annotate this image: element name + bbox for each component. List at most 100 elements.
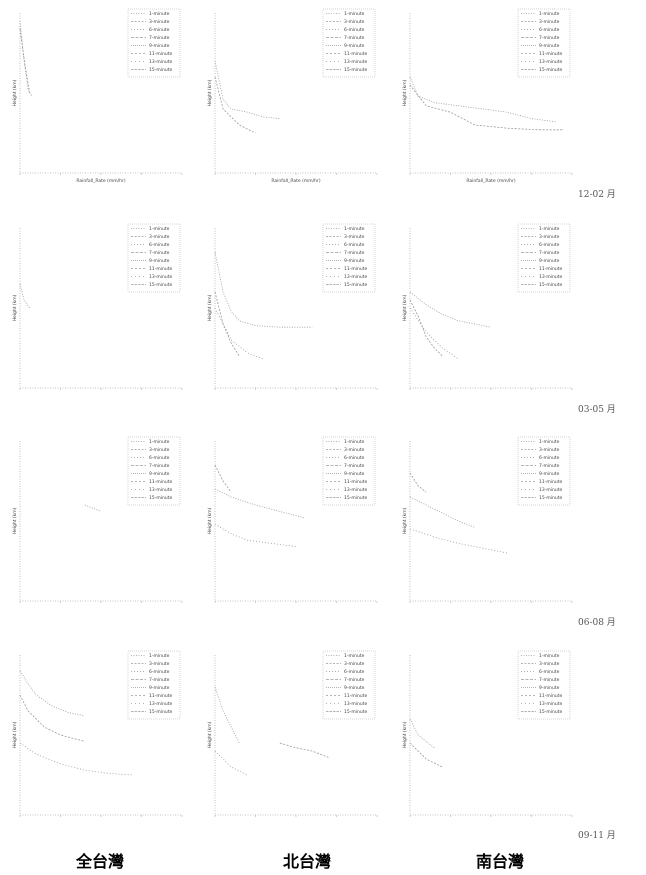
legend-entry: 11-minute — [344, 266, 367, 272]
series-line-6-minute — [409, 528, 508, 554]
legend-entry: 11-minute — [539, 266, 562, 272]
legend-entry: 7-minute — [344, 250, 365, 256]
legend-entry: 9-minute — [539, 258, 560, 264]
y-axis-label: Height (km) — [207, 294, 213, 321]
legend-box — [517, 650, 571, 720]
series-line-3-minute — [279, 742, 329, 758]
series-line-3-minute — [409, 742, 443, 768]
legend-box — [517, 436, 571, 506]
legend-entry: 6-minute — [149, 455, 170, 461]
series-line-1-minute — [214, 488, 305, 519]
legend-entry: 15-minute — [344, 495, 367, 501]
legend-entry: 13-minute — [539, 274, 562, 280]
legend-entry: 6-minute — [539, 669, 560, 675]
legend-entry: 13-minute — [344, 59, 367, 65]
legend-entry: 7-minute — [149, 250, 170, 256]
series-line-1-minute — [409, 76, 556, 123]
x-axis-label: Rainfall_Rate (mm/hr) — [466, 178, 515, 184]
series-line-1-minute — [19, 20, 33, 97]
y-axis-label: Height (km) — [12, 294, 18, 321]
legend-entry: 6-minute — [149, 669, 170, 675]
series-line-6-minute — [19, 742, 134, 776]
legend-entry: 3-minute — [149, 661, 170, 667]
legend-entry: 7-minute — [149, 35, 170, 41]
legend-entry: 6-minute — [344, 669, 365, 675]
legend-entry: 15-minute — [539, 67, 562, 73]
legend-entry: 7-minute — [344, 463, 365, 469]
series-line-3-minute — [214, 76, 256, 134]
y-axis-label: Height (km) — [207, 79, 213, 106]
legend-entry: 13-minute — [344, 487, 367, 493]
legend-box — [517, 223, 571, 293]
legend-entry: 7-minute — [149, 677, 170, 683]
y-axis-label: Height (km) — [402, 507, 408, 534]
series-line-1-minute — [214, 60, 280, 119]
legend-entry: 11-minute — [149, 479, 172, 485]
legend-entry: 3-minute — [539, 234, 560, 240]
column-label-0: 全台灣 — [75, 852, 124, 871]
legend-entry: 15-minute — [149, 709, 172, 715]
legend-entry: 7-minute — [344, 35, 365, 41]
legend-entry: 11-minute — [149, 266, 172, 272]
legend-entry: 3-minute — [344, 447, 365, 453]
chart-panel-r0-c1: Height (km) Rainfall_Rate (mm/hr) 1-minute… — [207, 8, 378, 184]
legend-entry: 6-minute — [344, 455, 365, 461]
legend-entry: 15-minute — [149, 67, 172, 73]
series-line-6-minute — [214, 750, 248, 776]
series-line-1-minute — [214, 686, 240, 744]
series-line-3-minute — [214, 464, 232, 493]
y-axis-label: Height (km) — [12, 507, 18, 534]
series-line-6-minute — [214, 307, 264, 360]
legend-entry: 11-minute — [344, 693, 367, 699]
legend-entry: 9-minute — [149, 471, 170, 477]
legend-entry: 13-minute — [539, 59, 562, 65]
legend-box — [127, 223, 181, 293]
legend-entry: 3-minute — [149, 234, 170, 240]
legend-entry: 11-minute — [344, 479, 367, 485]
y-axis-label: Height (km) — [207, 721, 213, 748]
chart-panel-r2-c0: Height (km) 1-minute 3-minute 6-minute 7-min… — [12, 436, 183, 603]
legend-entry: 1-minute — [149, 11, 170, 17]
legend-entry: 9-minute — [344, 471, 365, 477]
legend-box — [322, 8, 376, 78]
legend-box — [127, 436, 181, 506]
legend-entry: 7-minute — [539, 677, 560, 683]
y-axis-label: Height (km) — [12, 721, 18, 748]
chart-panel-r0-c2: Height (km) Rainfall_Rate (mm/hr) 1-minute… — [402, 8, 573, 184]
y-axis-label: Height (km) — [402, 721, 408, 748]
series-line-1-minute — [409, 718, 435, 749]
legend-entry: 11-minute — [149, 693, 172, 699]
legend-entry: 9-minute — [149, 43, 170, 49]
y-axis-label: Height (km) — [402, 79, 408, 106]
series-line-3-minute — [19, 28, 31, 94]
legend-entry: 1-minute — [149, 226, 170, 232]
legend-entry: 1-minute — [539, 11, 560, 17]
legend-box — [127, 8, 181, 78]
legend-entry: 15-minute — [344, 282, 367, 288]
series-line-3-minute — [409, 299, 443, 357]
series-line-3-minute — [409, 472, 427, 493]
legend-entry: 11-minute — [539, 479, 562, 485]
series-line-3-minute — [19, 694, 85, 742]
column-label-1: 北台灣 — [282, 852, 331, 871]
legend-entry: 9-minute — [344, 685, 365, 691]
legend-entry: 13-minute — [539, 701, 562, 707]
legend-entry: 13-minute — [149, 274, 172, 280]
legend-entry: 3-minute — [149, 19, 170, 25]
legend-entry: 13-minute — [539, 487, 562, 493]
legend-entry: 1-minute — [149, 653, 170, 659]
series-line-1-minute — [214, 251, 313, 328]
legend-entry: 13-minute — [344, 701, 367, 707]
legend-entry: 15-minute — [344, 709, 367, 715]
legend-entry: 9-minute — [344, 43, 365, 49]
legend-entry: 11-minute — [344, 51, 367, 57]
legend-entry: 3-minute — [149, 447, 170, 453]
row-label-2: 06-08 月 — [578, 618, 616, 628]
legend-entry: 6-minute — [539, 455, 560, 461]
y-axis-label: Height (km) — [207, 507, 213, 534]
x-axis-label: Rainfall_Rate (mm/hr) — [76, 178, 125, 184]
legend-entry: 1-minute — [344, 439, 365, 445]
series-line-1-minute — [19, 670, 85, 717]
legend-entry: 9-minute — [539, 43, 560, 49]
legend-entry: 15-minute — [539, 495, 562, 501]
